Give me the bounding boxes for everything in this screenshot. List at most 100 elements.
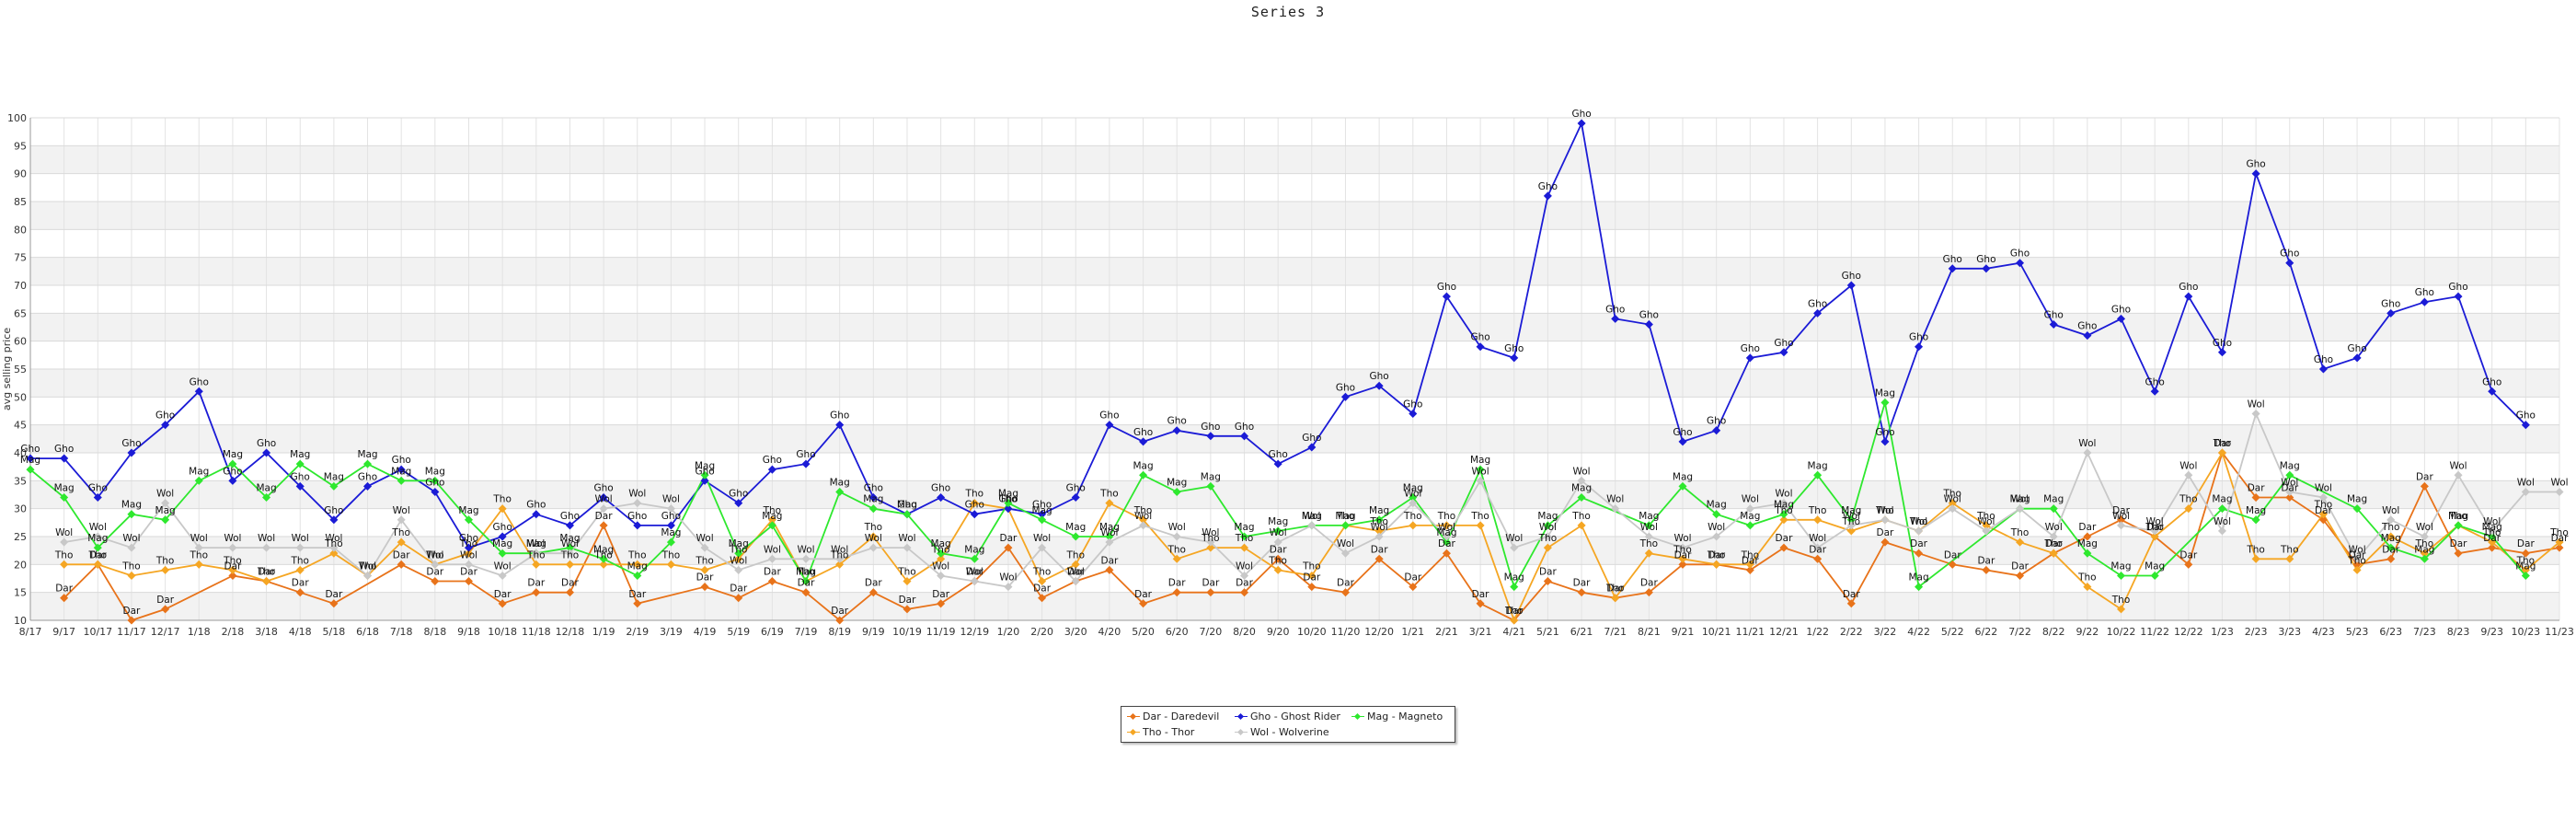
data-label-mag: Mag — [1403, 483, 1423, 494]
data-label-mag: Mag — [796, 567, 816, 578]
data-label-dar: Dar — [1404, 572, 1422, 584]
data-point-wol — [700, 543, 709, 552]
x-tick-label: 6/18 — [356, 626, 379, 638]
data-label-dar: Dar — [2146, 522, 2165, 533]
data-label-tho: Tho — [2213, 438, 2232, 449]
data-label-dar: Dar — [2179, 549, 2198, 560]
data-label-wol: Wol — [1168, 522, 1186, 533]
grid-band — [30, 424, 2559, 453]
data-label-dar: Dar — [2349, 549, 2367, 560]
data-point-tho — [835, 560, 845, 569]
data-label-dar: Dar — [258, 567, 276, 578]
data-label-tho: Tho — [2179, 494, 2198, 505]
series-line-mag — [29, 402, 2526, 589]
data-point-gho — [1004, 504, 1013, 514]
x-tick-label: 11/22 — [2140, 626, 2169, 638]
x-tick-label: 6/20 — [1166, 626, 1189, 638]
x-tick-label: 6/21 — [1570, 626, 1593, 638]
x-tick-label: 9/17 — [52, 626, 75, 638]
y-tick-label: 60 — [14, 336, 27, 348]
data-point-mag — [1476, 465, 1485, 474]
data-label-wol: Wol — [932, 560, 949, 572]
data-point-wol — [801, 554, 811, 563]
data-label-mag: Mag — [1639, 511, 1659, 522]
data-label-gho: Gho — [1639, 309, 1659, 320]
data-label-mag: Mag — [1201, 471, 1221, 482]
data-label-mag: Mag — [526, 538, 546, 549]
data-point-wol — [1442, 532, 1451, 541]
data-point-dar — [1813, 554, 1823, 563]
data-point-gho — [1948, 264, 1957, 273]
data-label-wol: Wol — [426, 549, 443, 560]
data-label-wol: Wol — [628, 489, 646, 500]
data-label-wol: Wol — [730, 555, 747, 566]
data-point-wol — [835, 554, 845, 563]
data-label-wol: Wol — [764, 544, 781, 555]
data-label-tho: Tho — [1571, 511, 1591, 522]
data-label-dar: Dar — [1337, 578, 1355, 589]
data-label-dar: Dar — [2517, 538, 2536, 549]
data-point-dar — [700, 583, 709, 592]
data-label-dar: Dar — [1438, 538, 1456, 549]
data-label-tho: Tho — [1605, 584, 1625, 595]
data-point-tho — [937, 554, 946, 563]
data-label-tho: Tho — [965, 489, 984, 500]
data-point-tho — [599, 560, 608, 569]
data-label-tho: Tho — [1741, 549, 1760, 560]
data-label-mag: Mag — [2077, 538, 2098, 549]
data-point-tho — [1374, 526, 1384, 536]
x-tick-label: 4/21 — [1502, 626, 1525, 638]
data-label-tho: Tho — [763, 505, 782, 516]
data-point-mag — [767, 521, 776, 530]
data-label-gho: Gho — [291, 471, 310, 482]
data-point-gho — [868, 493, 878, 503]
data-point-wol — [1307, 521, 1317, 530]
data-point-tho — [2420, 549, 2429, 558]
y-axis-label: avg selling price — [1, 328, 13, 410]
x-tick-label: 7/18 — [390, 626, 413, 638]
data-point-dar — [1644, 588, 1653, 597]
x-tick-label: 7/23 — [2413, 626, 2436, 638]
data-point-dar — [801, 588, 811, 597]
data-point-wol — [1779, 499, 1788, 508]
data-point-tho — [666, 560, 675, 569]
data-label-wol: Wol — [2349, 544, 2366, 555]
data-point-tho — [1813, 515, 1823, 525]
x-tick-label: 2/21 — [1435, 626, 1458, 638]
data-label-mag: Mag — [931, 538, 951, 549]
data-label-mag: Mag — [290, 449, 310, 460]
data-label-wol: Wol — [1843, 511, 1860, 522]
data-point-gho — [2521, 421, 2530, 430]
data-label-wol: Wol — [1775, 489, 1792, 500]
data-point-dar — [1678, 560, 1687, 569]
data-point-tho — [2049, 549, 2058, 558]
data-point-tho — [565, 560, 574, 569]
data-label-gho: Gho — [1470, 332, 1489, 343]
x-tick-label: 11/20 — [1331, 626, 1361, 638]
data-point-tho — [1510, 616, 1519, 625]
x-tick-label: 11/23 — [2545, 626, 2574, 638]
data-point-tho — [2386, 532, 2396, 541]
data-label-gho: Gho — [1133, 427, 1153, 438]
data-label-mag: Mag — [2212, 494, 2232, 505]
x-tick-label: 5/18 — [323, 626, 346, 638]
x-tick-label: 3/23 — [2278, 626, 2301, 638]
data-point-mag — [903, 510, 912, 519]
data-label-tho: Tho — [492, 494, 512, 505]
data-label-gho: Gho — [257, 438, 276, 449]
data-point-mag — [2488, 532, 2497, 541]
data-label-tho: Tho — [54, 549, 74, 560]
data-point-mag — [1105, 532, 1114, 541]
data-point-gho — [127, 448, 136, 457]
data-label-dar: Dar — [1067, 567, 1086, 578]
data-label-mag: Mag — [2482, 522, 2502, 533]
x-tick-label: 8/18 — [423, 626, 446, 638]
data-point-mag — [1779, 510, 1788, 519]
data-label-wol: Wol — [460, 549, 477, 560]
data-label-tho: Tho — [864, 522, 883, 533]
data-label-dar: Dar — [2315, 505, 2333, 516]
data-point-wol — [464, 560, 473, 569]
data-label-gho: Gho — [864, 483, 883, 494]
data-point-dar — [2251, 493, 2260, 503]
